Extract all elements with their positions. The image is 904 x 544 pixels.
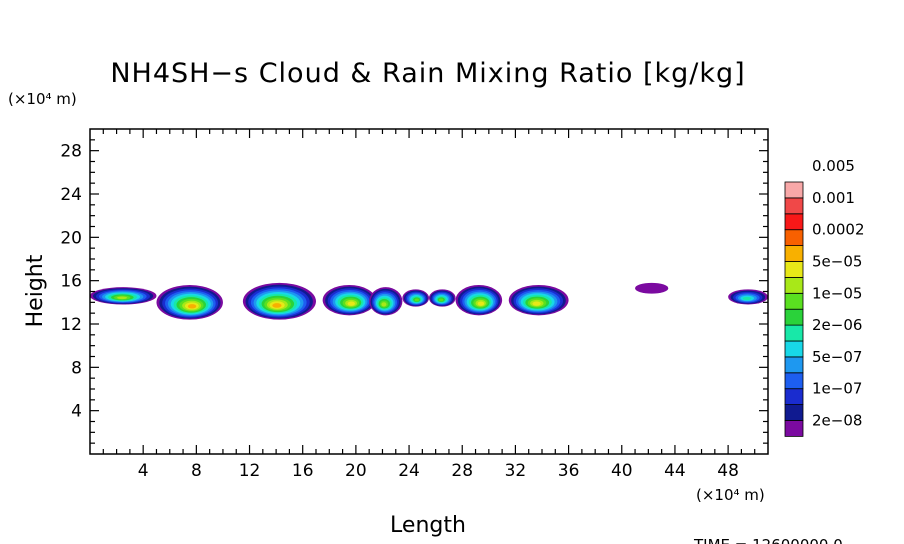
colorbar-swatch — [784, 245, 804, 262]
colorbar-label: 5e−05 — [812, 253, 862, 271]
colorbar-swatch — [784, 213, 804, 231]
cloud-region — [635, 282, 669, 294]
cloud-region — [90, 287, 157, 305]
colorbar-swatch — [784, 229, 804, 246]
colorbar-swatch — [784, 292, 804, 310]
x-tick-label: 4 — [138, 461, 149, 481]
x-unit-label: (×10⁴ m) — [696, 486, 765, 504]
x-axis-label: Length — [390, 513, 466, 538]
cloud-contour — [635, 282, 669, 294]
y-tick-label: 20 — [60, 228, 82, 248]
x-tick-label: 8 — [191, 461, 202, 481]
x-tick-label: 28 — [451, 461, 473, 481]
cloud-contour — [381, 302, 387, 307]
cloud-contour — [272, 303, 282, 308]
cloud-region — [455, 285, 503, 316]
x-tick-label: 20 — [345, 461, 367, 481]
cloud-contour — [117, 296, 128, 300]
cloud-region — [402, 289, 429, 307]
cloud-field — [90, 282, 768, 320]
x-tick-label: 40 — [611, 461, 633, 481]
colorbar-swatch — [784, 197, 804, 215]
y-tick-label: 16 — [60, 272, 82, 292]
colorbar-swatch — [784, 308, 804, 326]
cloud-contour — [438, 298, 444, 302]
cloud-contour — [347, 301, 355, 306]
cloud-contour — [532, 301, 541, 306]
cloud-region — [242, 282, 316, 320]
cloud-region — [508, 285, 569, 316]
x-tick-label: 12 — [239, 461, 261, 481]
y-axis-label: Height — [23, 254, 48, 327]
colorbar-swatch — [784, 261, 804, 278]
cloud-contour — [187, 304, 197, 309]
x-axis: 4 8 12 16 20 24 28 32 36 40 44 48 — [102, 129, 756, 481]
x-tick-label: 44 — [664, 461, 686, 481]
y-unit-label: (×10⁴ m) — [8, 90, 77, 108]
y-tick-label: 12 — [60, 315, 82, 335]
colorbar-label: 0.001 — [812, 189, 855, 207]
colorbar-label: 1e−05 — [812, 284, 862, 302]
time-readout: TIME = 12600000.0 — [693, 536, 843, 544]
y-tick-label: 4 — [71, 402, 82, 422]
colorbar-swatch — [784, 420, 804, 437]
chart-title: NH4SH−s Cloud & Rain Mixing Ratio [kg/kg… — [110, 58, 745, 89]
cloud-contour — [742, 296, 752, 301]
colorbar-swatch — [784, 356, 804, 374]
colorbar-swatch — [784, 388, 804, 406]
colorbar-swatch — [784, 324, 804, 342]
x-tick-label: 32 — [505, 461, 527, 481]
y-tick-label: 28 — [60, 142, 82, 162]
cloud-region — [369, 287, 403, 316]
colorbar-label: 5e−07 — [812, 348, 862, 366]
x-tick-label: 36 — [558, 461, 580, 481]
cloud-contour — [414, 298, 420, 302]
colorbar-swatch — [784, 181, 804, 199]
colorbar-swatch — [784, 404, 804, 421]
cloud-region — [322, 285, 376, 316]
x-tick-label: 16 — [292, 461, 314, 481]
colorbar-swatch — [784, 340, 804, 358]
x-tick-label: 48 — [717, 461, 739, 481]
colorbar-label: 0.0002 — [812, 221, 865, 239]
colorbar-label: 2e−08 — [812, 412, 862, 430]
colorbar-label: 0.005 — [812, 157, 855, 175]
cloud-region — [728, 289, 768, 305]
cloud-region — [429, 289, 456, 307]
y-axis: 4 8 12 16 20 24 28 — [60, 139, 768, 444]
colorbar-swatch — [784, 372, 804, 390]
y-tick-label: 24 — [60, 185, 82, 205]
cloud-contour — [477, 301, 485, 306]
y-tick-label: 8 — [71, 358, 82, 378]
colorbar: 2e−08 1e−07 5e−07 2e−06 1e−05 5e−05 0.0002 0.00… — [784, 157, 865, 437]
x-tick-label: 24 — [398, 461, 420, 481]
colorbar-label: 2e−06 — [812, 316, 862, 334]
colorbar-label: 1e−07 — [812, 380, 862, 398]
colorbar-swatch — [784, 276, 804, 294]
cloud-region — [156, 285, 223, 320]
